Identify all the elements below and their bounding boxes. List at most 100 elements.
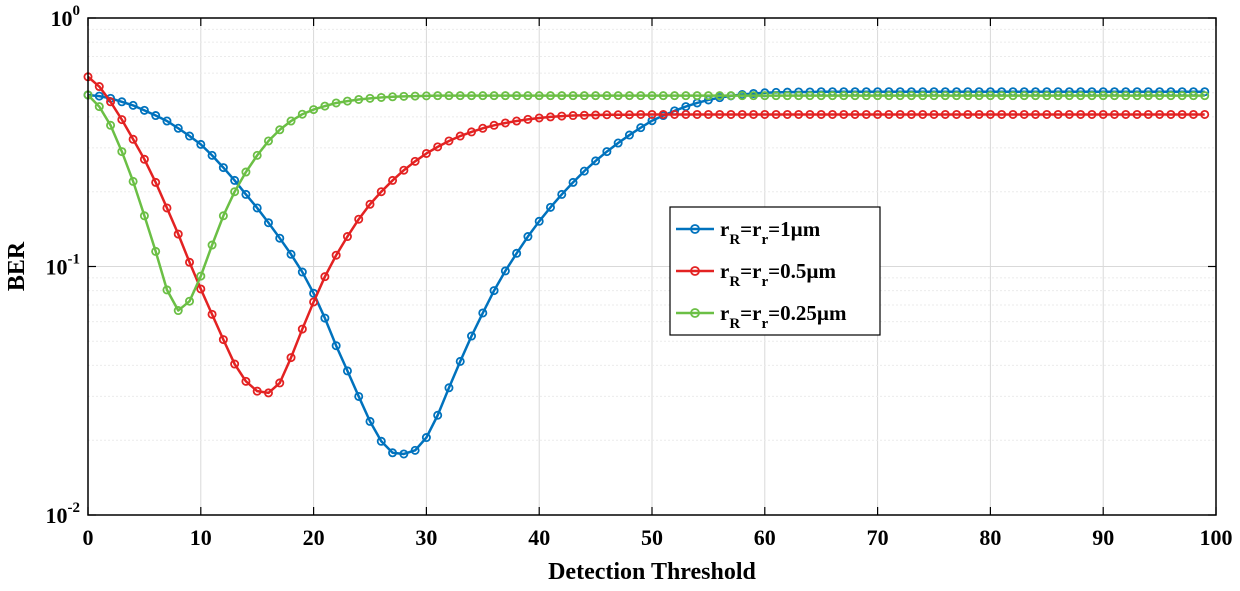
data-point [670, 91, 680, 101]
data-point [376, 187, 386, 197]
data-point [940, 109, 950, 119]
data-point [455, 131, 465, 141]
data-point [591, 156, 601, 166]
series-line [87, 75, 1205, 395]
data-point [749, 109, 759, 119]
legend-item: rR=rr=1µm [676, 217, 821, 248]
data-point [94, 82, 104, 92]
data-point [1166, 109, 1176, 119]
y-tick-label: 10-1 [46, 252, 81, 280]
axis-ticks: 0 10 20 30 40 50 60 70 80 90 100 10-2 10-1 100 [46, 3, 1233, 550]
data-point [523, 232, 533, 242]
data-point [568, 111, 578, 121]
data-point [873, 109, 883, 119]
data-point [1143, 109, 1153, 119]
data-point [185, 257, 195, 267]
legend-marker [690, 266, 700, 276]
data-point [196, 139, 206, 149]
data-point [737, 91, 747, 101]
data-point [207, 150, 217, 160]
data-point [455, 356, 465, 366]
data-point [331, 98, 341, 108]
data-point [827, 109, 837, 119]
data-point [534, 216, 544, 226]
data-point [342, 232, 352, 242]
data-point [185, 131, 195, 141]
data-point [286, 249, 296, 259]
data-point [703, 109, 713, 119]
data-point [647, 91, 657, 101]
data-point [873, 91, 883, 101]
data-point [602, 91, 612, 101]
data-point [647, 109, 657, 119]
data-point [771, 91, 781, 101]
data-point [568, 91, 578, 101]
data-point [782, 91, 792, 101]
data-point [151, 246, 161, 256]
data-point [895, 91, 905, 101]
data-point [985, 91, 995, 101]
data-point [489, 91, 499, 101]
x-tick-label: 100 [1200, 525, 1233, 550]
data-point [523, 114, 533, 124]
data-point [106, 120, 116, 130]
x-tick-label: 20 [303, 525, 325, 550]
data-point [771, 109, 781, 119]
data-point [173, 229, 183, 239]
y-axis-title: BER [4, 241, 30, 291]
data-point [399, 449, 409, 459]
series-1 [83, 72, 1210, 398]
data-point [636, 109, 646, 119]
legend-label: rR=rr=0.25µm [720, 301, 847, 332]
data-point [681, 109, 691, 119]
data-point [320, 101, 330, 111]
data-point [320, 313, 330, 323]
data-point [207, 309, 217, 319]
x-tick-label: 90 [1092, 525, 1114, 550]
data-point [117, 147, 127, 157]
data-point [320, 272, 330, 282]
data-point [861, 109, 871, 119]
data-point [230, 187, 240, 197]
data-point [365, 93, 375, 103]
data-point [715, 109, 725, 119]
data-point [1087, 91, 1097, 101]
data-point [974, 91, 984, 101]
data-point [624, 130, 634, 140]
data-point [557, 91, 567, 101]
data-point [568, 177, 578, 187]
data-point [624, 91, 634, 101]
data-point [342, 96, 352, 106]
data-point [162, 203, 172, 213]
data-point [467, 127, 477, 137]
x-axis-title: Detection Threshold [548, 559, 756, 585]
data-point [1031, 109, 1041, 119]
data-point [647, 116, 657, 126]
data-point [545, 112, 555, 122]
data-point [963, 91, 973, 101]
data-point [1188, 91, 1198, 101]
data-point [241, 189, 251, 199]
data-point [455, 91, 465, 101]
data-point [1019, 109, 1029, 119]
data-point [433, 91, 443, 101]
data-point [444, 383, 454, 393]
data-point [1177, 109, 1187, 119]
legend-label: rR=rr=0.5µm [720, 259, 836, 290]
x-tick-label: 10 [190, 525, 212, 550]
data-point [1076, 91, 1086, 101]
data-point [376, 436, 386, 446]
data-point [1019, 91, 1029, 101]
data-point [1200, 109, 1210, 119]
data-point [760, 109, 770, 119]
data-point [94, 91, 104, 101]
data-point [1143, 91, 1153, 101]
x-tick-label: 70 [867, 525, 889, 550]
data-point [500, 91, 510, 101]
data-point [670, 109, 680, 119]
data-point [1008, 109, 1018, 119]
data-point [658, 91, 668, 101]
data-point [410, 445, 420, 455]
data-point [658, 109, 668, 119]
